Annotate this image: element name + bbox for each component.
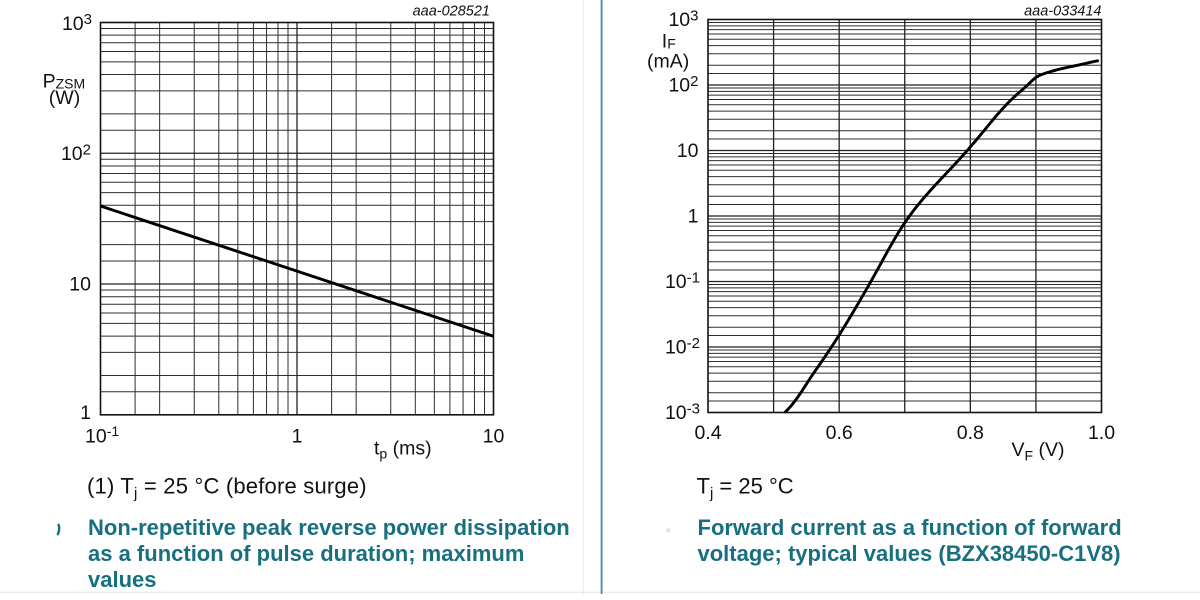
svg-text:values: values — [88, 567, 157, 592]
svg-text:1: 1 — [80, 402, 91, 424]
svg-text:0.8: 0.8 — [957, 422, 984, 444]
svg-text:VF (V): VF (V) — [1012, 439, 1065, 463]
svg-text:aaa-033414: aaa-033414 — [1024, 3, 1101, 19]
svg-text:as a function of pulse duratio: as a function of pulse duration; maximum — [88, 541, 524, 566]
svg-text:10: 10 — [483, 425, 505, 447]
svg-text:1: 1 — [292, 425, 303, 447]
svg-text:10: 10 — [69, 274, 91, 296]
svg-text:0.6: 0.6 — [826, 422, 853, 444]
svg-text:(W): (W) — [49, 87, 80, 109]
svg-text:PZSM: PZSM — [43, 70, 86, 92]
svg-text:Non-repetitive peak reverse po: Non-repetitive peak reverse power dissip… — [88, 515, 570, 540]
svg-text:10: 10 — [677, 140, 699, 162]
svg-text:(mA): (mA) — [647, 51, 689, 73]
svg-text:aaa-028521: aaa-028521 — [413, 3, 490, 19]
svg-text:(1) Tj = 25 °C (before surge): (1) Tj = 25 °C (before surge) — [87, 474, 367, 503]
svg-text:Forward current as a function: Forward current as a function of forward — [698, 515, 1122, 540]
svg-text:1: 1 — [688, 206, 699, 228]
svg-text:1.0: 1.0 — [1088, 422, 1115, 444]
svg-text:voltage; typical values (BZX38: voltage; typical values (BZX38450-C1V8) — [698, 541, 1121, 566]
svg-text:IF: IF — [662, 30, 676, 52]
svg-text:0.4: 0.4 — [694, 422, 721, 444]
svg-text:Tj = 25 °C: Tj = 25 °C — [697, 474, 794, 503]
